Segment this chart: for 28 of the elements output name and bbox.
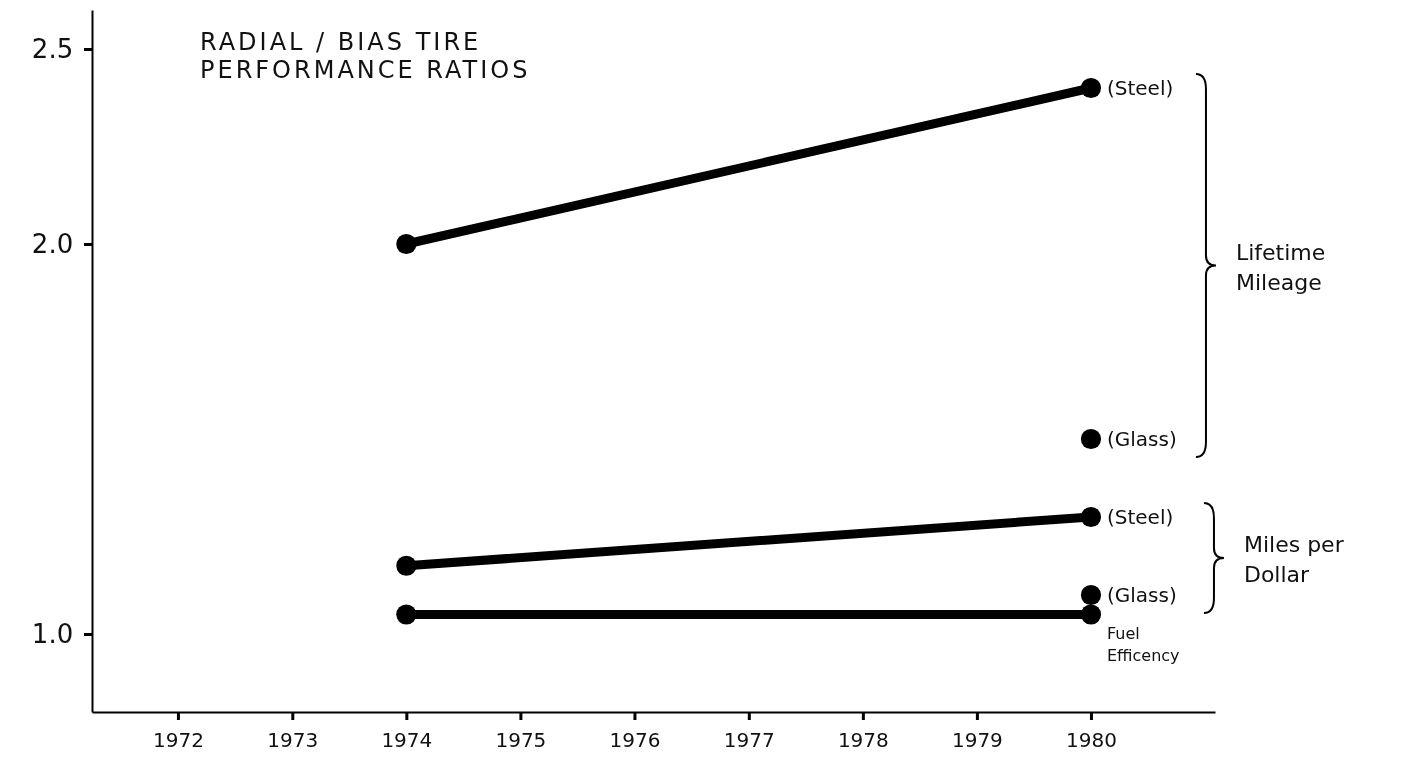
point <box>1080 584 1102 606</box>
text: RADIAL / BIAS TIRE PERFORMANCE RATIOS <box>200 28 531 84</box>
x-tick-label: 1974 <box>381 728 433 752</box>
x-tick-label: 1972 <box>152 728 204 752</box>
x-tick-label: 1976 <box>609 728 661 752</box>
x-tick-label: 1977 <box>723 728 775 752</box>
annotation: (Steel) <box>1106 76 1174 100</box>
x-tick-label: 1980 <box>1066 728 1117 752</box>
point <box>396 233 417 255</box>
point <box>396 555 417 576</box>
annotation: (Glass) <box>1106 427 1177 451</box>
point <box>1080 604 1102 625</box>
x-tick-label: 1978 <box>837 728 889 752</box>
annotation: (Steel) <box>1106 505 1174 529</box>
x-tick-label: 1975 <box>495 728 547 752</box>
point <box>1080 77 1102 99</box>
point <box>1080 428 1102 450</box>
y-tick-label: 2.0 <box>31 228 74 259</box>
y-tick-label: 2.5 <box>31 33 74 64</box>
x-tick-label: 1973 <box>267 728 319 752</box>
point <box>396 604 417 625</box>
annotation: Fuel Efficency <box>1106 623 1180 665</box>
text: Lifetime Mileage <box>1235 239 1326 295</box>
x-tick-label: 1979 <box>951 728 1003 752</box>
point <box>1080 506 1102 528</box>
text: Miles per Dollar <box>1243 532 1345 587</box>
y-tick-label: 1.0 <box>31 618 74 649</box>
annotation: (Glass) <box>1106 583 1177 607</box>
